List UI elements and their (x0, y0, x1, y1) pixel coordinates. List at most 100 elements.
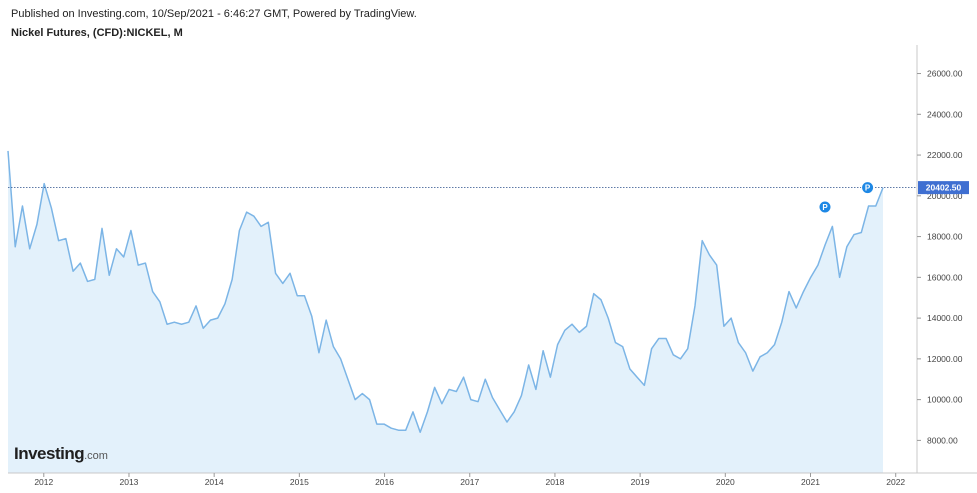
data-point (441, 403, 443, 405)
data-point (687, 347, 689, 349)
data-point (101, 227, 103, 229)
data-point (195, 305, 197, 307)
data-point (79, 262, 81, 264)
data-point (188, 321, 190, 323)
data-point (629, 368, 631, 370)
x-tick-label: 2013 (120, 477, 139, 487)
data-point (433, 386, 435, 388)
data-point (636, 376, 638, 378)
data-point (506, 421, 508, 423)
data-point (180, 323, 182, 325)
data-point (419, 431, 421, 433)
data-point (658, 337, 660, 339)
data-point (173, 321, 175, 323)
data-point (556, 343, 558, 345)
data-point (723, 325, 725, 327)
plot-area: PP (7, 150, 917, 474)
data-point (744, 352, 746, 354)
data-point (614, 341, 616, 343)
x-tick-label: 2014 (205, 477, 224, 487)
logo-brand: Investing (14, 444, 85, 463)
y-tick-label: 12000.00 (927, 354, 963, 364)
x-tick-label: 2018 (545, 477, 564, 487)
data-point (853, 233, 855, 235)
data-point (867, 205, 869, 207)
data-point (368, 398, 370, 400)
chart-header: Published on Investing.com, 10/Sep/2021 … (11, 6, 417, 41)
data-point (130, 229, 132, 231)
data-point (354, 398, 356, 400)
data-point (773, 343, 775, 345)
data-point (202, 327, 204, 329)
data-point (535, 388, 537, 390)
published-caption: Published on Investing.com, 10/Sep/2021 … (11, 8, 417, 20)
data-point (564, 329, 566, 331)
data-point (809, 276, 811, 278)
data-point (296, 294, 298, 296)
data-point (94, 278, 96, 280)
x-tick-label: 2020 (716, 477, 735, 487)
data-point (137, 264, 139, 266)
data-point (390, 427, 392, 429)
data-point (231, 278, 233, 280)
data-point (730, 317, 732, 319)
instrument-title: Nickel Futures, (CFD):NICKEL, M (11, 27, 183, 39)
y-tick-label: 18000.00 (927, 232, 963, 242)
data-point (694, 305, 696, 307)
data-point (513, 411, 515, 413)
data-point (585, 325, 587, 327)
data-point (527, 364, 529, 366)
data-point (383, 423, 385, 425)
axes: 8000.00 10000.00 12000.00 14000.00 16000.00 1… (8, 45, 977, 487)
data-point (397, 429, 399, 431)
y-tick-label: 20000.00 (927, 191, 963, 201)
data-point (484, 378, 486, 380)
data-point (151, 290, 153, 292)
data-point (159, 301, 161, 303)
data-point (470, 398, 472, 400)
data-point (224, 303, 226, 305)
y-tick-label: 14000.00 (927, 313, 963, 323)
current-price-tag: 20402.50 (918, 181, 969, 195)
data-point (72, 270, 74, 272)
data-point (679, 358, 681, 360)
annotation-dot[interactable] (818, 200, 832, 214)
y-tick-label: 22000.00 (927, 150, 963, 160)
annotation-marker[interactable]: P (818, 200, 832, 214)
data-point (672, 354, 674, 356)
data-point (846, 246, 848, 248)
data-point (303, 294, 305, 296)
data-point (448, 388, 450, 390)
data-point (245, 211, 247, 213)
data-point (209, 319, 211, 321)
data-point (831, 225, 833, 227)
annotation-label: P (865, 184, 871, 193)
data-point (412, 411, 414, 413)
data-point (838, 276, 840, 278)
logo-suffix: .com (84, 450, 108, 462)
data-point (144, 262, 146, 264)
data-point (593, 292, 595, 294)
data-point (817, 264, 819, 266)
data-point (123, 256, 125, 258)
data-point (708, 254, 710, 256)
data-point (600, 299, 602, 301)
data-point (499, 409, 501, 411)
data-point (491, 396, 493, 398)
data-point (267, 221, 269, 223)
data-point (643, 384, 645, 386)
data-point (650, 347, 652, 349)
data-point (274, 272, 276, 274)
annotation-marker[interactable]: P (861, 181, 875, 195)
current-price-label: 20402.50 (926, 183, 962, 193)
annotation-dot[interactable] (861, 181, 875, 195)
data-point (578, 331, 580, 333)
data-point (115, 248, 117, 250)
data-point (21, 205, 23, 207)
data-point (7, 150, 9, 152)
data-point (339, 358, 341, 360)
data-point (571, 323, 573, 325)
data-point (166, 323, 168, 325)
data-point (332, 345, 334, 347)
